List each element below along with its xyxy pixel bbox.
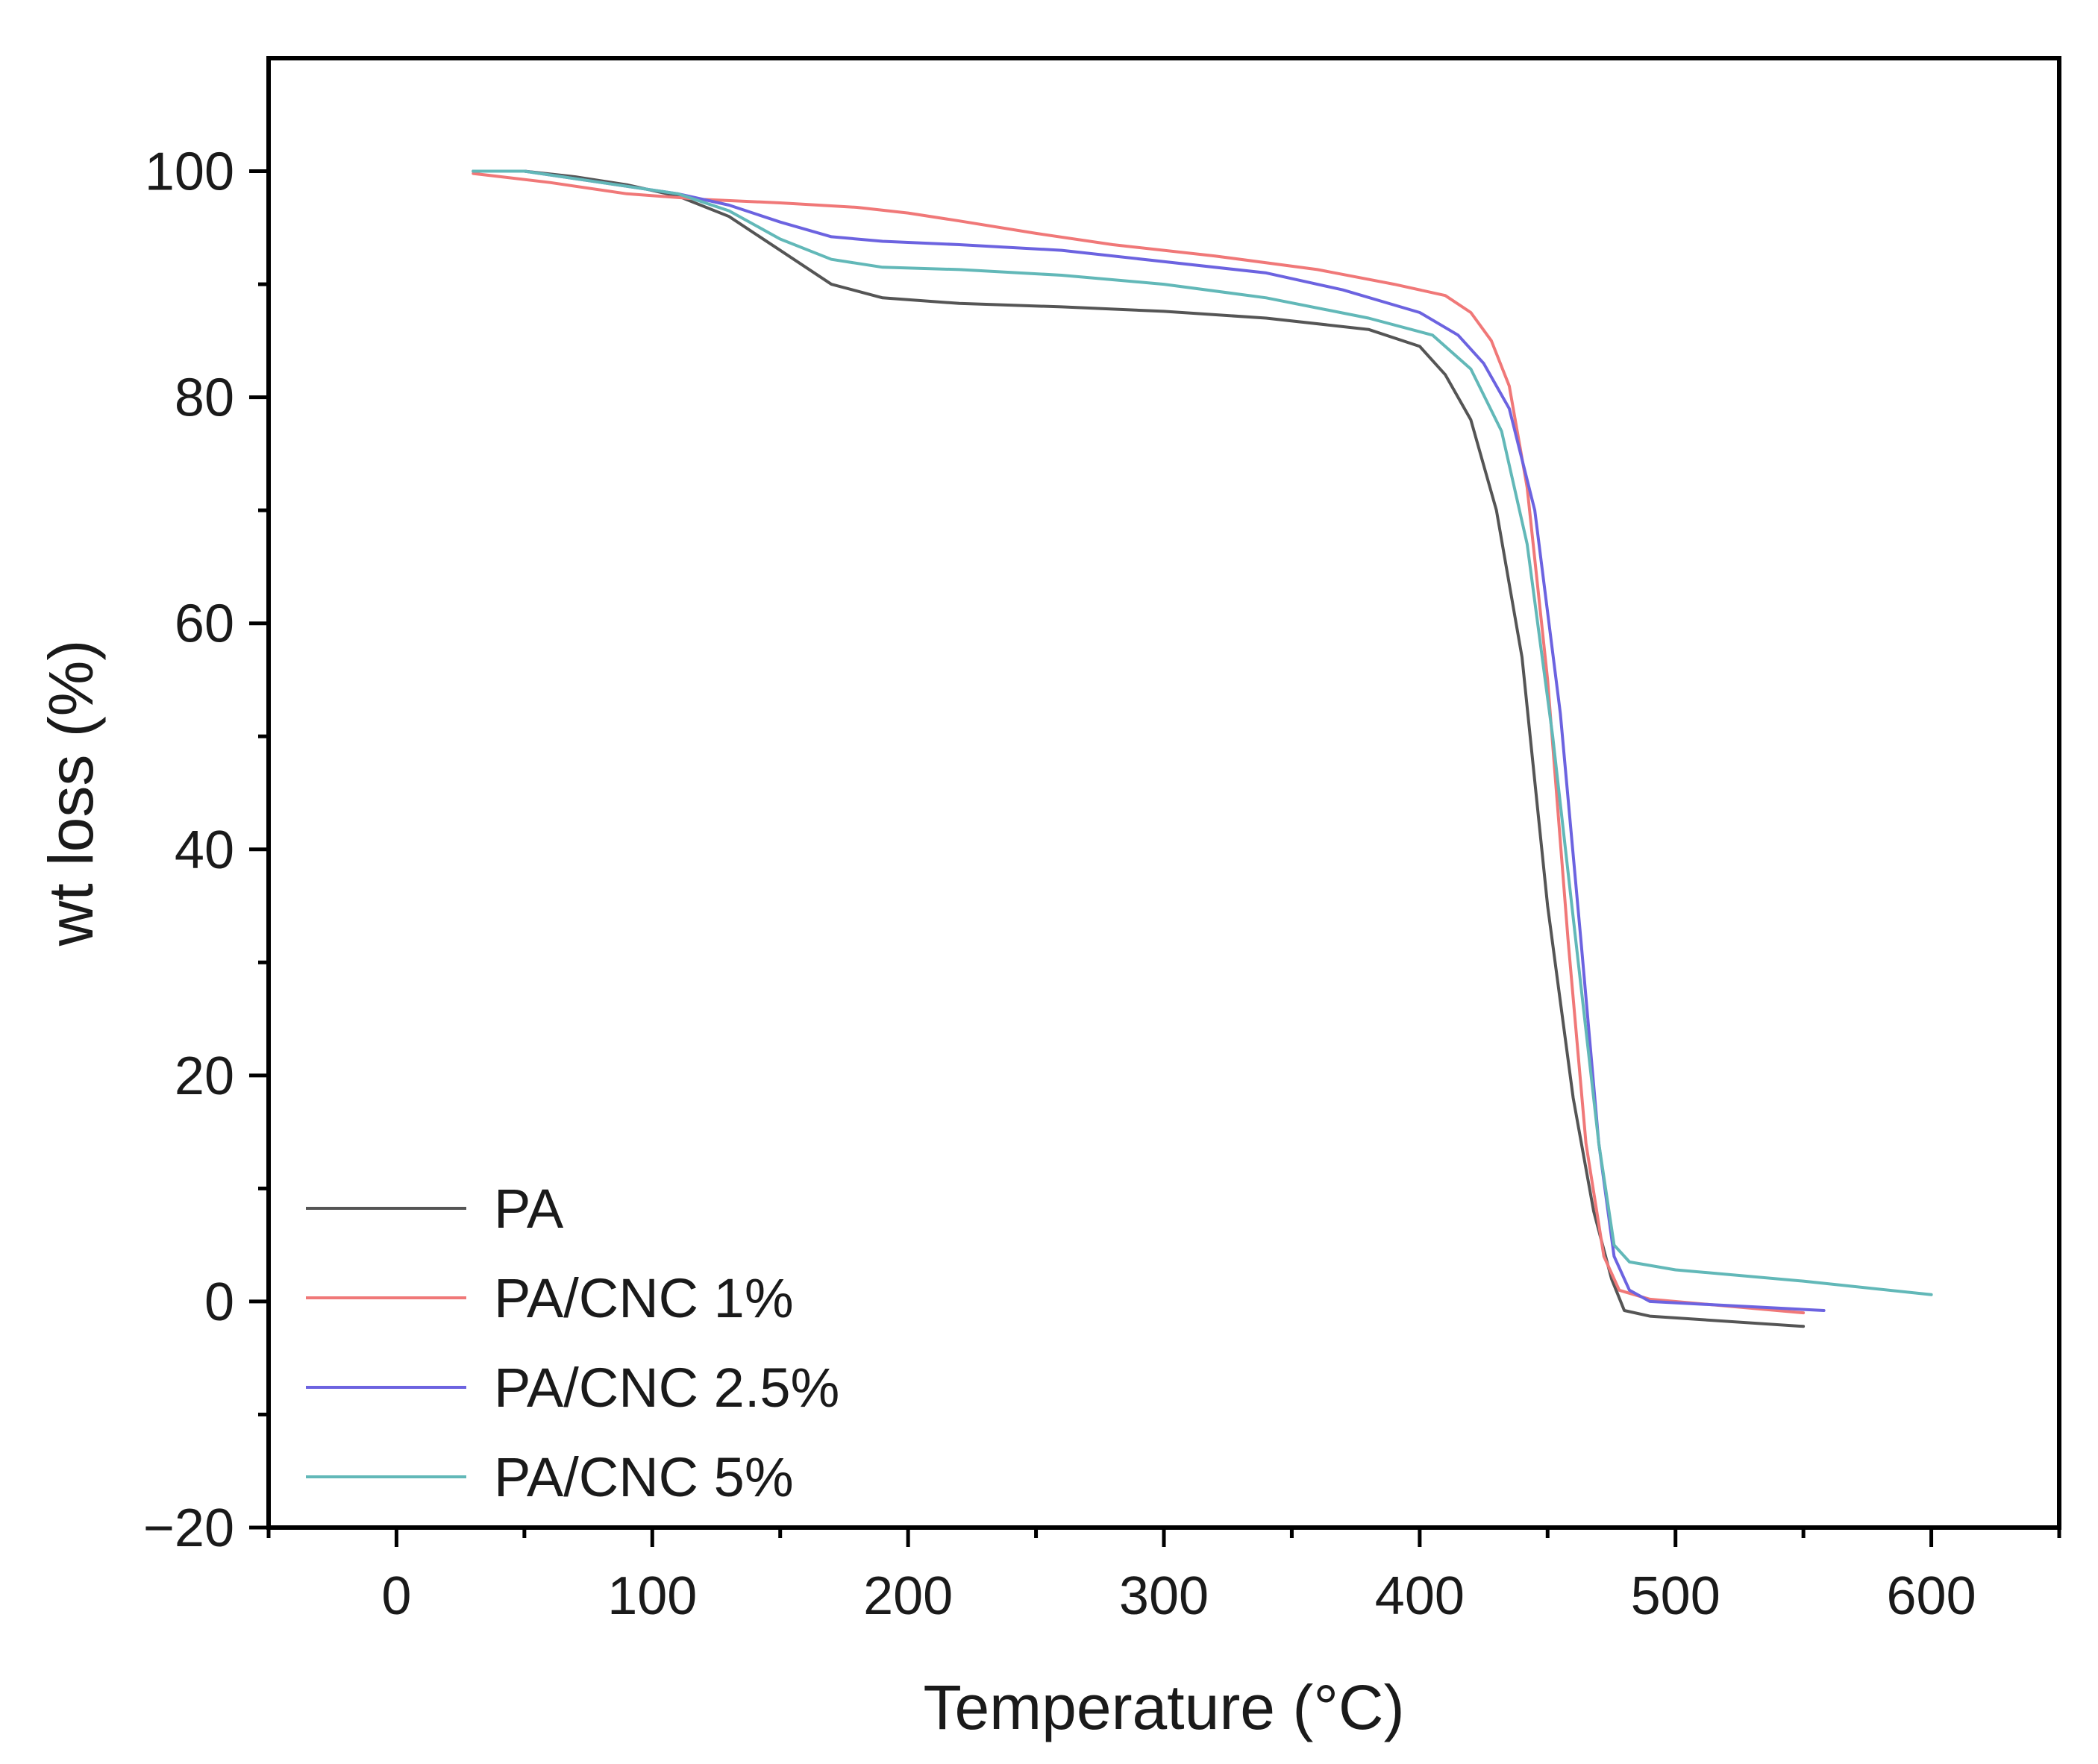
series-line-1 xyxy=(472,172,1806,1315)
legend-label-3: PA/CNC 5% xyxy=(494,1446,794,1508)
legend-label-1: PA/CNC 1% xyxy=(494,1267,794,1329)
y-tick-label: 40 xyxy=(175,820,234,880)
x-tick-labels: 0 100 200 300 400 500 600 xyxy=(381,1566,1976,1626)
y-tick-label: −20 xyxy=(143,1498,234,1558)
y-axis-title: wt loss (%) xyxy=(36,640,106,947)
x-axis-title: Temperature (°C) xyxy=(923,1672,1404,1742)
series-line-2 xyxy=(472,169,1826,1312)
y-tick-label: 100 xyxy=(145,142,234,202)
legend-label-2: PA/CNC 2.5% xyxy=(494,1357,839,1419)
series-line-3 xyxy=(472,169,1933,1296)
y-tick-label: 80 xyxy=(175,368,234,428)
legend: PA PA/CNC 1% PA/CNC 2.5% PA/CNC 5% xyxy=(306,1178,839,1508)
legend-label-0: PA xyxy=(494,1178,564,1240)
series-line-0 xyxy=(472,169,1806,1328)
x-tick-label: 300 xyxy=(1119,1566,1209,1626)
y-tick-label: 0 xyxy=(204,1272,234,1332)
y-tick-label: 20 xyxy=(175,1046,234,1106)
x-tick-label: 600 xyxy=(1887,1566,1976,1626)
x-tick-label: 500 xyxy=(1631,1566,1720,1626)
x-tick-label: 200 xyxy=(863,1566,953,1626)
series-lines xyxy=(472,169,1933,1328)
x-tick-label: 100 xyxy=(607,1566,697,1626)
x-tick-label: 0 xyxy=(381,1566,411,1626)
y-tick-labels: −20 0 20 40 60 80 100 xyxy=(143,142,234,1558)
y-tick-label: 60 xyxy=(175,594,234,654)
x-tick-label: 400 xyxy=(1375,1566,1465,1626)
axis-ticks xyxy=(249,169,2061,1547)
